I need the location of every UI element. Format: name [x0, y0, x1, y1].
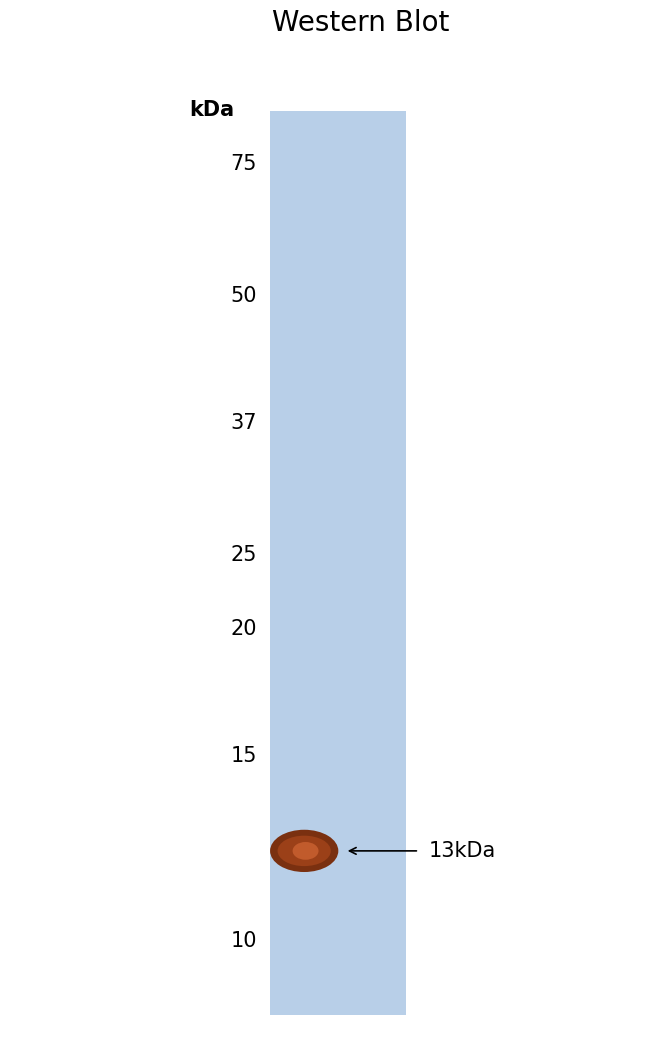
Ellipse shape — [278, 836, 331, 866]
Ellipse shape — [292, 842, 318, 859]
Text: 25: 25 — [230, 545, 257, 564]
Text: 50: 50 — [230, 286, 257, 305]
Text: 20: 20 — [230, 619, 257, 638]
Text: 15: 15 — [230, 746, 257, 765]
Text: 75: 75 — [230, 154, 257, 173]
Text: kDa: kDa — [189, 100, 234, 120]
Text: 10: 10 — [230, 931, 257, 950]
Ellipse shape — [270, 830, 339, 872]
Text: 37: 37 — [230, 413, 257, 432]
Text: 13kDa: 13kDa — [429, 841, 496, 860]
Text: Western Blot: Western Blot — [272, 10, 449, 37]
Bar — [270, 111, 406, 1015]
